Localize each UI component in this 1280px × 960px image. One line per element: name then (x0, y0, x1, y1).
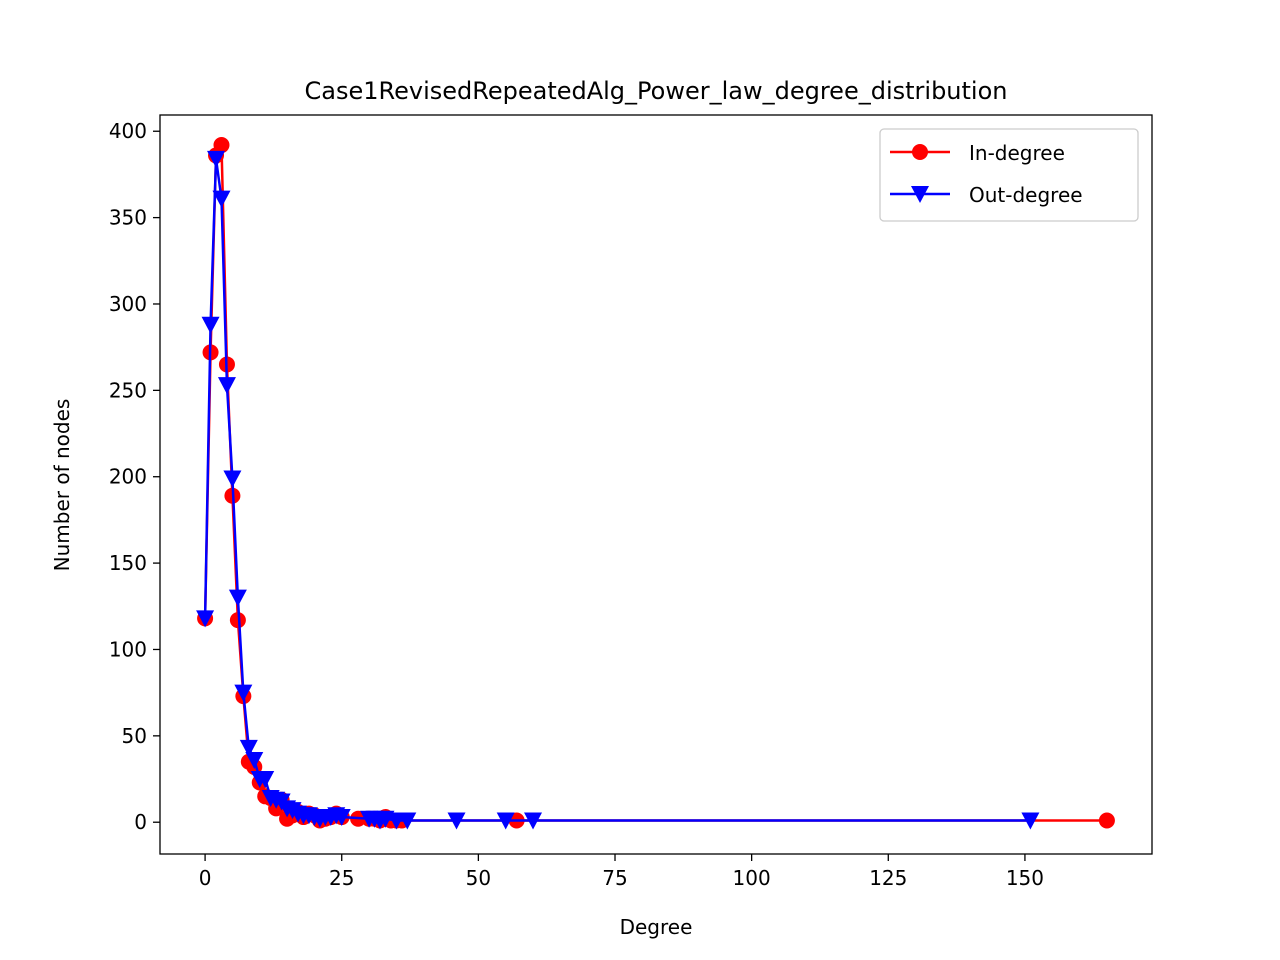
data-point-out-degree (234, 684, 253, 702)
y-tick-label: 200 (109, 465, 147, 489)
x-tick-label: 150 (1006, 866, 1044, 890)
data-point-out-degree (212, 190, 231, 208)
legend-marker-out-degree (911, 186, 929, 203)
axes-frame (159, 114, 1153, 855)
x-axis-label: Degree (620, 915, 693, 939)
data-point-in-degree (1098, 812, 1115, 829)
legend-label-in-degree: In-degree (969, 141, 1065, 165)
x-tick-label: 100 (733, 866, 771, 890)
data-point-out-degree (223, 470, 242, 488)
data-point-out-degree (256, 771, 275, 789)
x-tick-label: 25 (329, 866, 354, 890)
x-tick-label: 50 (466, 866, 491, 890)
data-point-out-degree (245, 752, 264, 770)
data-point-in-degree (213, 137, 230, 154)
y-tick-label: 100 (109, 637, 147, 661)
series-layer (196, 137, 1115, 830)
data-point-out-degree (228, 589, 247, 607)
y-tick-label: 350 (109, 206, 147, 230)
legend: In-degree Out-degree (879, 128, 1139, 222)
y-tick-label: 400 (109, 119, 147, 143)
x-tick-label: 0 (199, 866, 212, 890)
legend-label-out-degree: Out-degree (969, 183, 1083, 207)
data-point-out-degree (496, 812, 515, 830)
data-point-out-degree (207, 150, 226, 168)
chart-title: Case1RevisedRepeatedAlg_Power_law_degree… (305, 77, 1008, 105)
data-point-out-degree (196, 610, 215, 628)
data-point-out-degree (524, 812, 543, 830)
data-point-out-degree (398, 812, 417, 830)
data-point-out-degree (332, 809, 351, 827)
y-tick-label: 0 (134, 810, 147, 834)
x-tick-label: 125 (869, 866, 907, 890)
x-axis-ticks: 0 25 50 75 100 125 150 (199, 854, 1044, 890)
x-tick-label: 75 (602, 866, 627, 890)
data-point-out-degree (447, 812, 466, 830)
y-axis-ticks: 0 50 100 150 200 250 300 350 400 (109, 119, 160, 834)
y-tick-label: 250 (109, 378, 147, 402)
legend-marker-in-degree (912, 144, 928, 160)
data-point-in-degree (229, 612, 246, 629)
data-point-out-degree (239, 739, 258, 757)
y-tick-label: 50 (122, 724, 147, 748)
data-point-out-degree (201, 316, 220, 334)
plot-area (159, 114, 1153, 855)
series-out-degree (196, 150, 1040, 830)
y-axis-label: Number of nodes (50, 399, 74, 572)
y-tick-label: 150 (109, 551, 147, 575)
data-point-out-degree (1021, 812, 1040, 830)
y-tick-label: 300 (109, 292, 147, 316)
data-point-out-degree (217, 377, 236, 395)
